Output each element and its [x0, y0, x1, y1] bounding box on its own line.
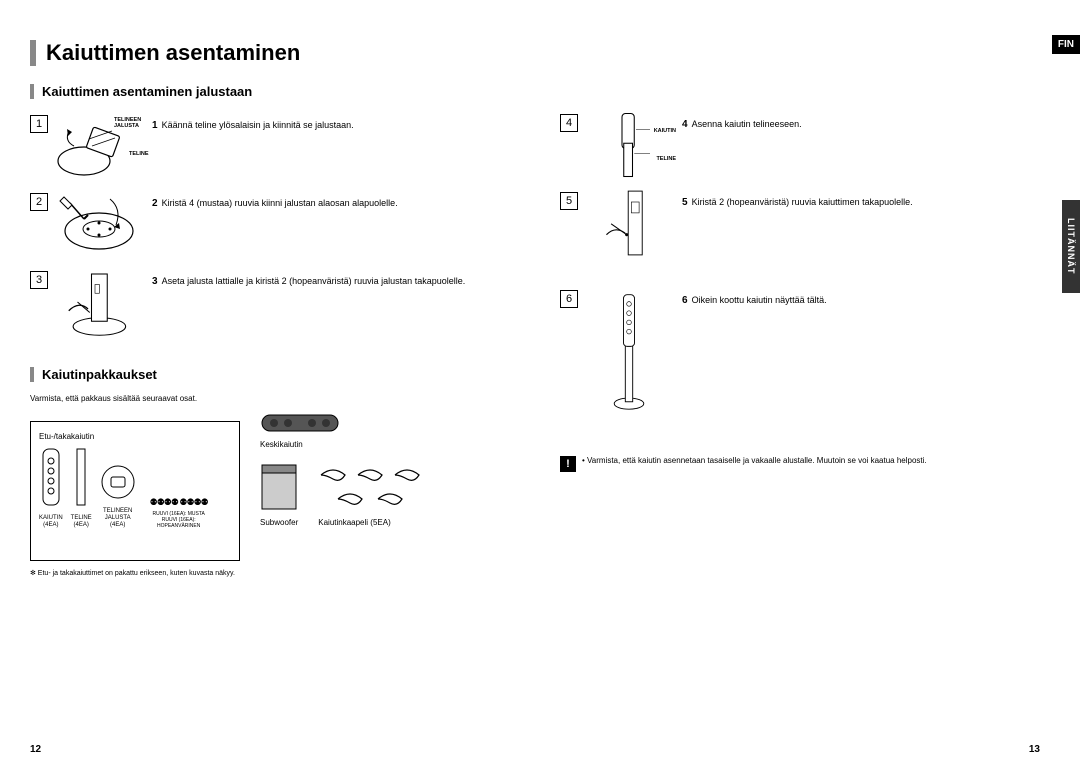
- step-text-num: 4: [682, 119, 688, 130]
- step-illustration: KAIUTIN TELINE: [584, 110, 674, 180]
- steps-right: 4 KAIUTIN TELINE 4 Asenna kaiutin telinee…: [560, 110, 1040, 416]
- callout-label: TELINE: [129, 151, 149, 157]
- step-row: 4 KAIUTIN TELINE 4 Asenna kaiutin telinee…: [560, 110, 1040, 180]
- step-text-col: 6 Oikein koottu kaiutin näyttää tältä.: [674, 286, 1040, 308]
- warning-icon: !: [560, 456, 576, 472]
- step-row: 3 3 Aseta jalusta lattialle ja kiristä 2 …: [30, 267, 510, 337]
- callout-label: TELINEEN JALUSTA: [114, 117, 144, 129]
- step-number-box: 1: [30, 115, 48, 133]
- steps-left: 1 TELINEEN JALUSTA TELINE 1 Käännä teline…: [30, 111, 510, 337]
- page-left: Kaiuttimen asentaminen Kaiuttimen asenta…: [0, 0, 540, 773]
- center-label: Keskikaiutin: [260, 440, 428, 449]
- step-row: 5 5 Kiristä 2 (hopeanväristä) ruuvia kaiu…: [560, 188, 1040, 278]
- pack-note: ✻ Etu- ja takakaiuttimet on pakattu erik…: [30, 569, 240, 578]
- step-row: 6 6 Oikein koottu kaiutin näyttää tältä.: [560, 286, 1040, 416]
- center-speaker-item: Keskikaiutin: [260, 413, 428, 449]
- cables-icon: [318, 465, 428, 511]
- step-text: Asenna kaiutin telineeseen.: [692, 119, 802, 129]
- pack-box-title: Etu-/takakaiutin: [39, 432, 231, 441]
- speaker-icon: [41, 447, 61, 507]
- step-illustration: TELINEEN JALUSTA TELINE: [54, 111, 144, 181]
- step-text-num: 6: [682, 295, 688, 306]
- step-number-box: 2: [30, 193, 48, 211]
- step-text-col: 2 Kiristä 4 (mustaa) ruuvia kiinni jalust…: [144, 189, 510, 211]
- step-text: Oikein koottu kaiutin näyttää tältä.: [692, 295, 827, 305]
- subtitle-2: Kaiutinpakkaukset: [42, 367, 510, 382]
- warning-row: ! • Varmista, että kaiutin asennetaan ta…: [560, 456, 1040, 472]
- step-row: 2 2Kiristä 4 (mustaa) ru: [30, 189, 510, 259]
- step-number-box: 3: [30, 271, 48, 289]
- main-title-bar: Kaiuttimen asentaminen: [30, 40, 510, 66]
- step-row: 1 TELINEEN JALUSTA TELINE 1 Käännä teline…: [30, 111, 510, 181]
- sub-label: Subwoofer: [260, 518, 298, 527]
- step-illustration: [584, 188, 674, 258]
- stand-icon: [75, 447, 87, 507]
- step-text-col: 4 Asenna kaiutin telineeseen.: [674, 110, 1040, 132]
- cable-label: Kaiutinkaapeli (5EA): [318, 518, 428, 527]
- callout-label: TELINE: [656, 156, 676, 162]
- screws-glyph: ⚉⚉⚉⚉ ⚉⚉⚉⚉: [144, 497, 214, 508]
- pack-intro: Varmista, että pakkaus sisältää seuraava…: [30, 394, 510, 403]
- cables-item: Kaiutinkaapeli (5EA): [318, 465, 428, 527]
- speaker-on-stand-icon: [599, 110, 659, 180]
- step-text-col: 3 Aseta jalusta lattialle ja kiristä 2 (h…: [144, 267, 510, 289]
- warning-text: • Varmista, että kaiutin asennetaan tasa…: [582, 456, 927, 466]
- step-text-col: 1 Käännä teline ylösalaisin ja kiinnitä s…: [144, 111, 510, 133]
- stand-upright-screw-icon: [60, 267, 139, 337]
- subtitle-2-bar: Kaiutinpakkaukset: [30, 367, 510, 382]
- step-illustration: [584, 286, 674, 416]
- page-right: FIN LIITÄNNÄT 4 KAIUTIN TELINE: [540, 0, 1080, 773]
- step-number-box: 4: [560, 114, 578, 132]
- subtitle-1-bar: Kaiuttimen asentaminen jalustaan: [30, 84, 510, 99]
- pack-item-base: TELINEENJALUSTA(4EA): [100, 464, 136, 530]
- step-number-box: 6: [560, 290, 578, 308]
- page-number-left: 12: [30, 744, 41, 755]
- section-side-tab: LIITÄNNÄT: [1062, 200, 1080, 293]
- pack-item-stand: TELINE(4EA): [71, 447, 92, 529]
- step-illustration: [54, 267, 144, 337]
- language-tab: FIN: [1052, 35, 1080, 54]
- package-box: Etu-/takakaiutin KAIUTIN(4EA): [30, 421, 240, 561]
- pack-item-speaker: KAIUTIN(4EA): [39, 447, 63, 529]
- step-illustration: [54, 189, 144, 259]
- step-text-num: 2: [152, 198, 158, 209]
- step-text-col: 5 Kiristä 2 (hopeanväristä) ruuvia kaiutt…: [674, 188, 1040, 210]
- page-number-right: 13: [1029, 744, 1040, 755]
- base-icon: [100, 464, 136, 500]
- screw-speaker-back-icon: [594, 188, 664, 258]
- callout-label: KAIUTIN: [654, 128, 676, 134]
- step-number-box: 5: [560, 192, 578, 210]
- pack-right-column: Keskikaiutin Subwoofer: [260, 413, 428, 541]
- step-text-num: 3: [152, 276, 158, 287]
- main-title: Kaiuttimen asentaminen: [46, 40, 510, 66]
- subwoofer-icon: [260, 463, 298, 511]
- subtitle-1: Kaiuttimen asentaminen jalustaan: [42, 84, 510, 99]
- pack-item-screws: ⚉⚉⚉⚉ ⚉⚉⚉⚉ RUUVI (16EA): MUSTARUUVI (16EA…: [144, 497, 214, 529]
- step-text: Kiristä 2 (hopeanväristä) ruuvia kaiutti…: [692, 197, 913, 207]
- subwoofer-item: Subwoofer: [260, 463, 298, 527]
- step-text-num: 5: [682, 197, 688, 208]
- step-text: Käännä teline ylösalaisin ja kiinnitä se…: [162, 120, 354, 130]
- center-speaker-icon: [260, 413, 340, 433]
- assembled-speaker-icon: [609, 291, 649, 411]
- step-text: Aseta jalusta lattialle ja kiristä 2 (ho…: [162, 276, 466, 286]
- step-text: Kiristä 4 (mustaa) ruuvia kiinni jalusta…: [162, 198, 398, 208]
- step-text-num: 1: [152, 120, 158, 131]
- screw-base-icon: [54, 189, 144, 259]
